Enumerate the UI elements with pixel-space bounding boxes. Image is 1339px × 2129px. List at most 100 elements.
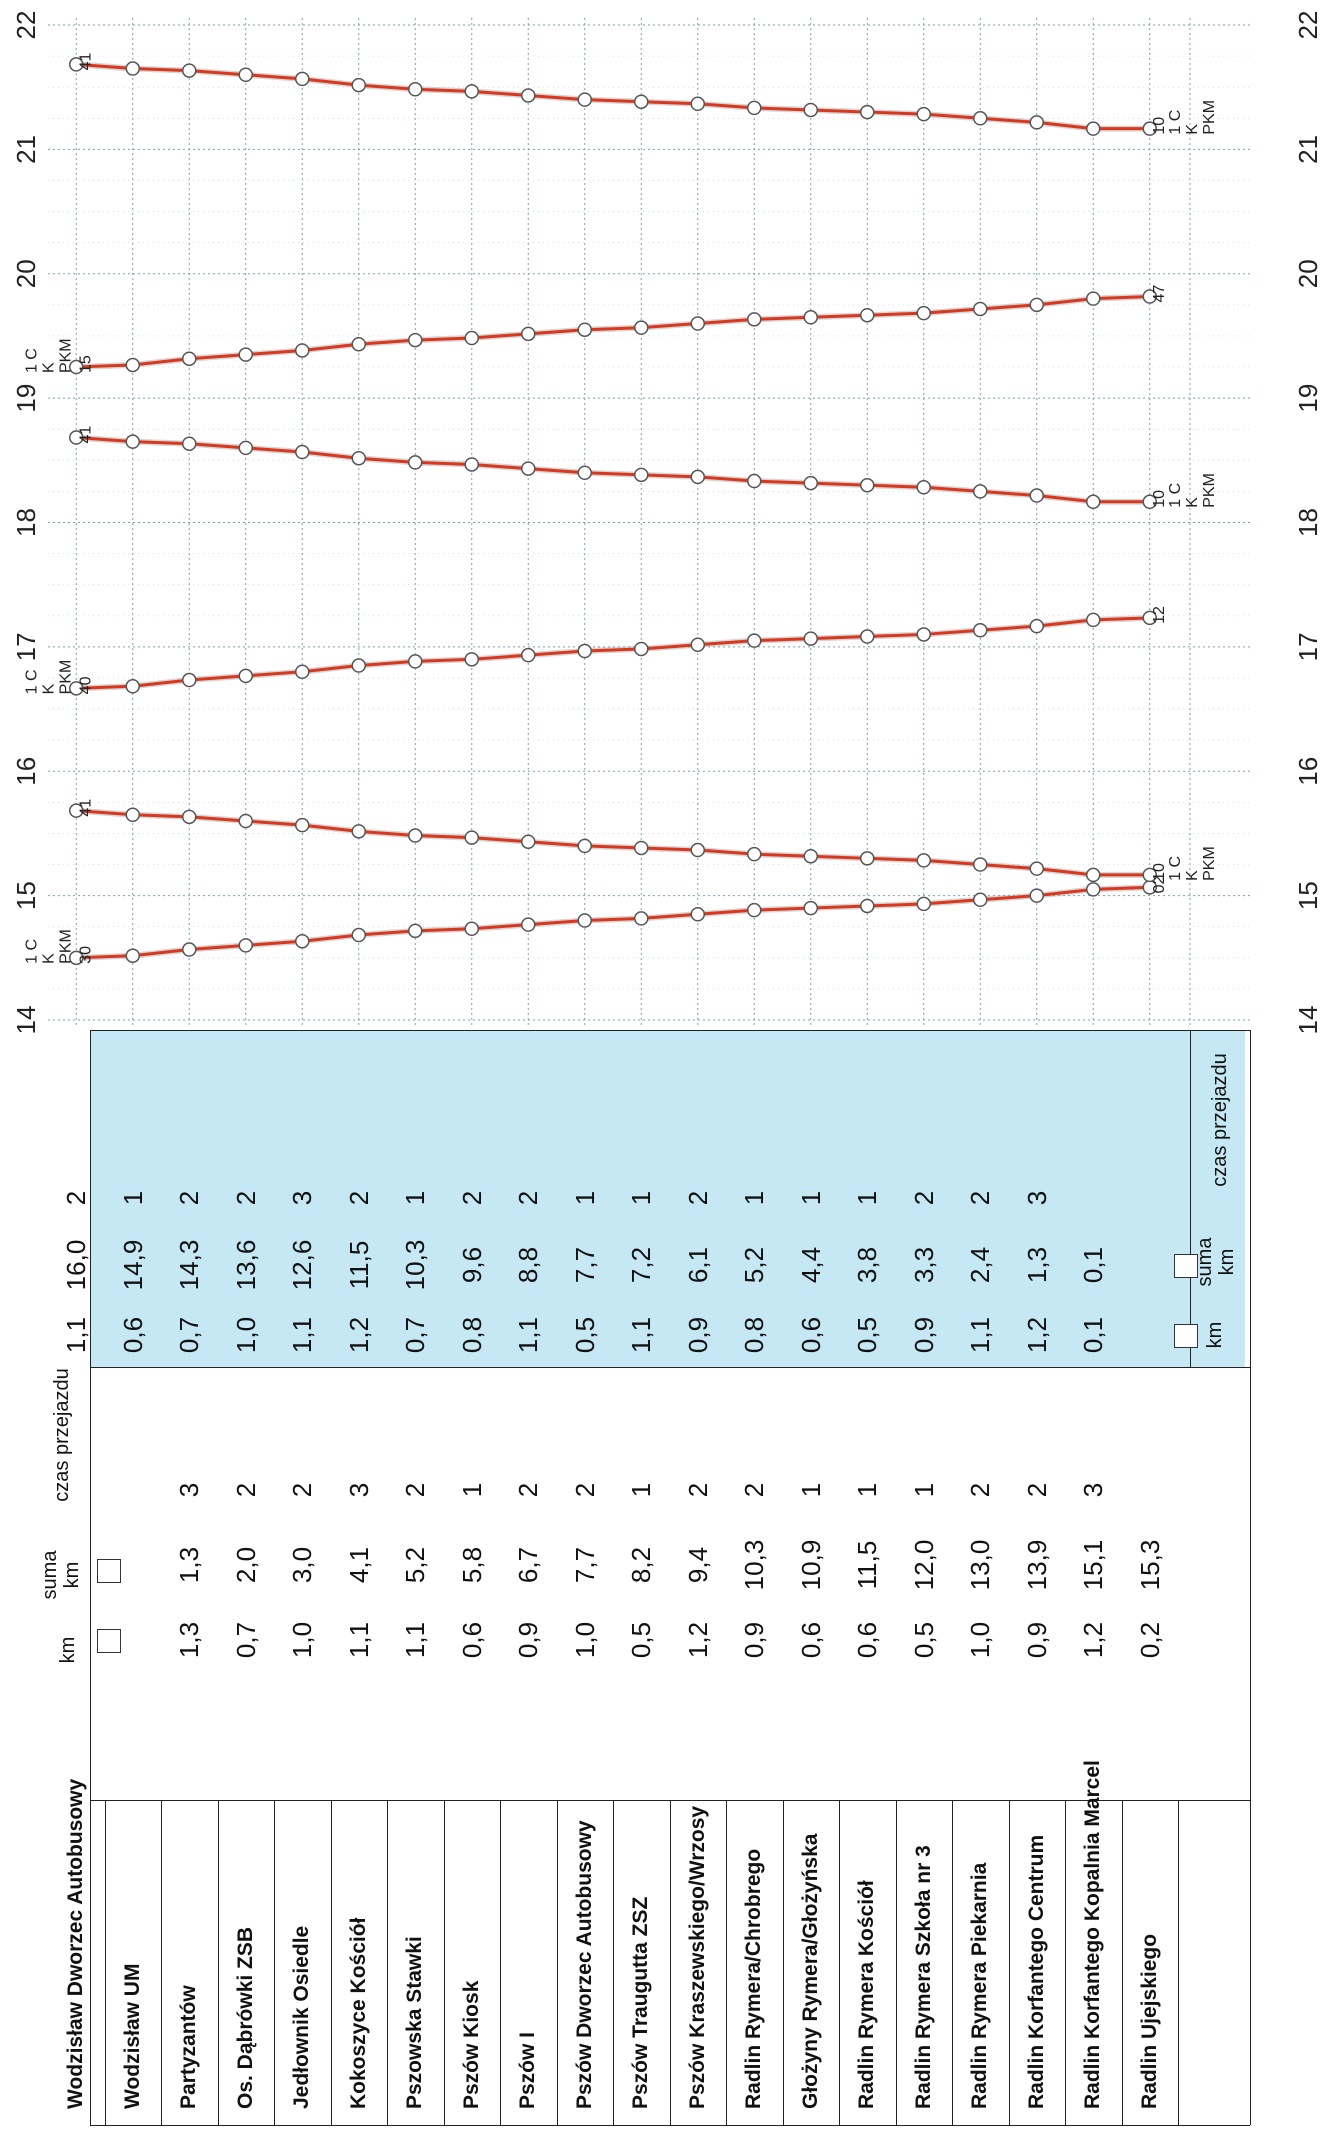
stop-point [1142,867,1157,883]
service-label: K [1184,870,1201,881]
service-label: K [40,683,57,694]
stop-point [634,320,649,335]
stop-point [634,94,649,109]
end-minute-label: 02 [1151,875,1168,893]
stop-point [238,440,253,456]
column-divider [839,1800,840,2125]
start-minute-label: 15 [77,355,94,373]
stop-point [860,477,875,493]
stop-point [69,803,84,818]
stop-point [295,664,310,679]
service-label: 1 C [1167,856,1184,881]
column-divider [217,1800,219,2125]
hour-tick-label: 14 [1293,1006,1323,1035]
stop-point [521,461,536,476]
stop-point [351,927,366,943]
end-minute-label: 47 [1151,285,1168,303]
stop-point [1086,882,1101,897]
stop-point [238,668,253,684]
stop-point [238,938,253,953]
stop-point [860,851,875,866]
stop-point [747,633,762,648]
stop-point [916,627,931,642]
stop-point [1142,494,1157,510]
service-label: PKM [57,338,74,373]
hour-tick-label: 21 [11,135,41,164]
stop-point [295,71,310,87]
stop-point [408,923,423,939]
stop-point [803,475,818,491]
stop-point [973,484,988,499]
stop-point [182,672,197,688]
column-divider [669,1800,671,2125]
stop-point [1086,867,1101,883]
stop-point [351,450,366,466]
stop-point [351,824,366,839]
trip-line [76,295,1150,369]
stop-point [69,359,84,375]
stop-point [182,942,197,957]
stop-point [408,82,423,97]
stop-point [1142,289,1157,304]
stop-point [182,63,197,78]
trip-line [76,885,1150,960]
stop-point [747,473,762,489]
stop-point [916,896,931,912]
stop-point [521,326,536,342]
column-divider [1121,1800,1123,2125]
stop-point [521,88,536,103]
stop-point [690,842,705,858]
stop-point [351,658,366,673]
service-label: 1 C [23,348,40,373]
service-label: K [40,362,57,373]
stop-point [803,631,818,646]
end-minute-label: 10 [1151,490,1168,508]
hour-tick-label: 14 [11,1006,41,1035]
stop-point [1029,618,1044,634]
stop-point [408,455,423,470]
column-divider [782,1800,784,2125]
stop-point [125,948,140,963]
stop-point [408,654,423,669]
service-label: 1 C [23,669,40,694]
stop-point [69,57,84,72]
checkbox-square [97,1629,121,1653]
column-divider [500,1800,501,2125]
stop-point [408,332,423,348]
stop-point [182,436,197,451]
stop-point [1142,121,1157,136]
stop-point [803,102,818,118]
stop-point [69,950,84,966]
hour-tick-label: 16 [11,757,41,786]
trip-line [76,616,1150,690]
stop-point [464,830,479,845]
column-divider [952,1800,953,2125]
stop-point [690,469,705,485]
row-divider [90,2125,1250,2126]
stop-point [125,434,140,449]
stop-point [295,444,310,460]
hour-tick-label: 16 [1293,757,1323,786]
stop-point [747,100,762,116]
stop-point [747,312,762,327]
hour-tick-label: 19 [11,384,41,413]
stop-point [1029,861,1044,876]
stop-point [634,641,649,657]
service-label: PKM [1201,846,1218,881]
stop-point [521,647,536,663]
stop-point [521,917,536,932]
column-divider [1250,1030,1251,2125]
column-divider [1190,1030,1191,1367]
stop-point [125,807,140,823]
stop-point [408,828,423,843]
stop-point [1086,494,1101,510]
column-divider [895,1800,897,2125]
stop-point [690,907,705,922]
row-divider [90,1367,1250,1368]
stop-point [577,913,592,928]
stop-point [577,465,592,480]
row-divider [90,1800,1250,1801]
column-divider [1178,1800,1179,2125]
stop-point [916,305,931,321]
return-trip-series: 41 10 1 C K PKM [69,426,1218,510]
